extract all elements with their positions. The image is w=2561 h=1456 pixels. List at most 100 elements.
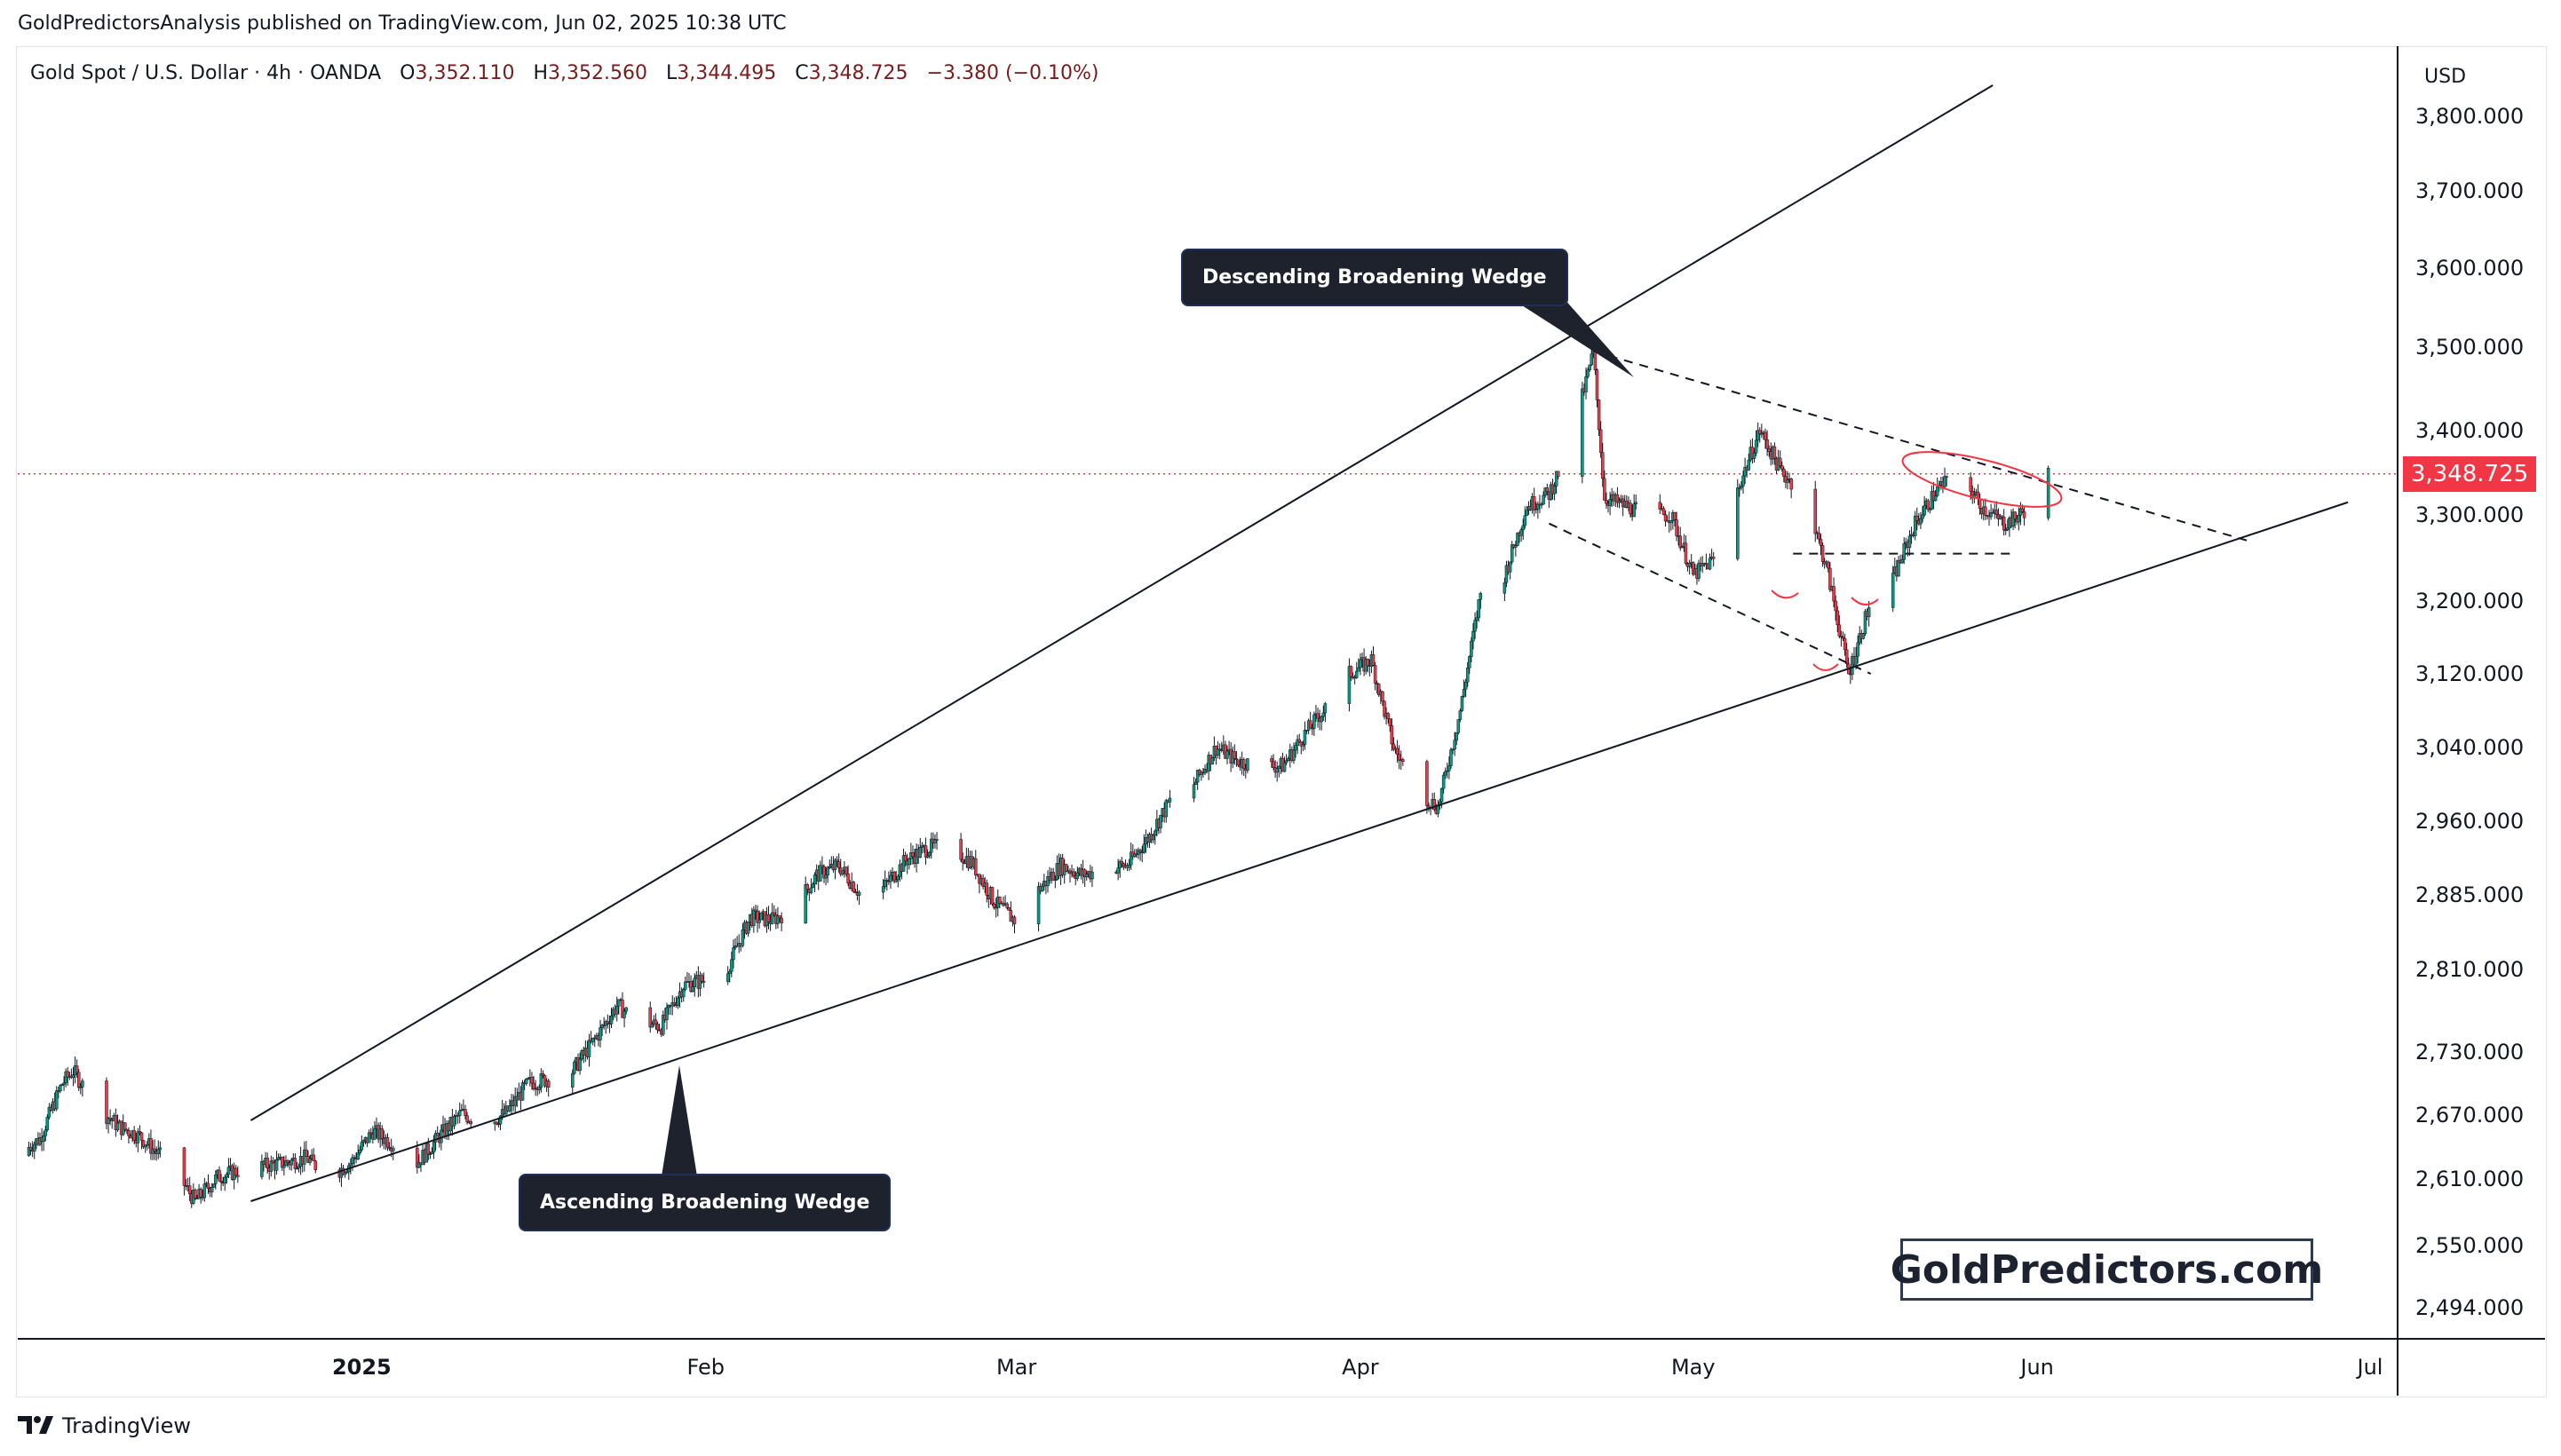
candle	[1292, 742, 1296, 764]
candle	[226, 1158, 231, 1178]
x-tick-label: Jul	[2356, 1355, 2383, 1380]
low-label: L	[665, 62, 678, 84]
candle	[1863, 608, 1867, 637]
candle	[1554, 471, 1558, 494]
candle	[1120, 857, 1124, 867]
candle	[360, 1135, 364, 1152]
candle	[1053, 874, 1058, 889]
candle	[1151, 834, 1155, 843]
x-tick-label: Mar	[996, 1355, 1036, 1380]
candle	[75, 1059, 79, 1079]
candle	[1740, 480, 1743, 491]
candle	[846, 865, 850, 886]
candle	[380, 1125, 385, 1146]
candle	[1669, 520, 1673, 531]
candle	[105, 1077, 108, 1130]
candle	[1629, 499, 1632, 518]
candle	[1427, 803, 1431, 812]
candle	[1432, 792, 1436, 811]
close-label: C	[795, 62, 809, 84]
candle	[2017, 507, 2021, 531]
symbol-legend: Gold Spot / U.S. Dollar · 4h · OANDA O3,…	[30, 62, 1098, 84]
candle	[1813, 480, 1817, 542]
candle	[2002, 509, 2006, 536]
candle	[824, 866, 828, 886]
y-tick-label: 3,500.000	[2415, 335, 2524, 360]
y-tick-label: 3,120.000	[2415, 661, 2524, 686]
candle	[655, 1021, 660, 1034]
candle	[1764, 428, 1767, 449]
candle	[1236, 759, 1241, 767]
candle	[141, 1139, 146, 1150]
candle	[1127, 859, 1131, 871]
y-tick-label: 2,610.000	[2415, 1167, 2524, 1191]
candle	[1451, 748, 1455, 755]
candle	[1697, 559, 1701, 582]
descending-wedge-callout: Descending Broadening Wedge	[1181, 249, 1568, 306]
right-shoulder-mark	[1851, 597, 1879, 605]
candle	[591, 1037, 595, 1046]
candle	[924, 837, 928, 865]
candle	[1661, 506, 1666, 516]
candle	[908, 857, 911, 870]
candle	[654, 1013, 658, 1030]
candle	[182, 1146, 186, 1196]
tradingview-logo[interactable]: TradingView	[18, 1413, 191, 1438]
candle	[1935, 477, 1939, 498]
candle	[266, 1152, 269, 1175]
candle	[1133, 849, 1137, 859]
candle	[821, 856, 824, 874]
candle	[1036, 882, 1041, 932]
candle	[819, 860, 822, 882]
candle	[1068, 868, 1072, 883]
y-tick-label: 2,550.000	[2415, 1233, 2524, 1258]
candle	[260, 1154, 264, 1180]
candle	[312, 1148, 315, 1162]
candle	[367, 1129, 371, 1143]
candle	[1282, 756, 1287, 772]
candle	[773, 905, 776, 917]
candle	[430, 1147, 434, 1155]
candle	[1991, 508, 1994, 514]
candle	[54, 1086, 59, 1112]
candle	[1316, 708, 1320, 728]
candle	[79, 1082, 83, 1095]
candle	[313, 1159, 318, 1174]
candle	[587, 1033, 591, 1067]
chart-frame[interactable]	[16, 46, 2547, 1397]
symbol-title[interactable]: Gold Spot / U.S. Dollar · 4h · OANDA	[30, 62, 382, 84]
candle	[1456, 719, 1461, 735]
candle	[1839, 630, 1843, 647]
candle	[1192, 777, 1196, 803]
candle	[1658, 494, 1662, 515]
candle	[1598, 421, 1603, 458]
candle	[1743, 457, 1747, 485]
candle	[1377, 683, 1381, 698]
candle	[1600, 442, 1605, 487]
candle	[571, 1069, 575, 1094]
candle	[1928, 507, 1932, 514]
candle	[1312, 711, 1316, 736]
currency-label[interactable]: USD	[2424, 66, 2467, 88]
candle	[1617, 497, 1621, 509]
candle	[1841, 631, 1845, 642]
candle	[1597, 399, 1601, 436]
candle	[1503, 577, 1507, 602]
candle	[187, 1176, 192, 1201]
candle	[689, 975, 693, 993]
candle	[358, 1145, 362, 1156]
candle	[289, 1158, 293, 1171]
candle	[1473, 612, 1477, 639]
candle	[202, 1177, 207, 1202]
candle	[305, 1141, 308, 1157]
candle	[417, 1154, 421, 1168]
candle	[269, 1155, 274, 1177]
candle	[1540, 502, 1543, 510]
candle	[297, 1163, 301, 1173]
candle	[1217, 743, 1222, 760]
candle	[1390, 718, 1394, 751]
candle	[826, 866, 829, 883]
candle	[1678, 526, 1682, 551]
candle	[622, 1008, 626, 1028]
